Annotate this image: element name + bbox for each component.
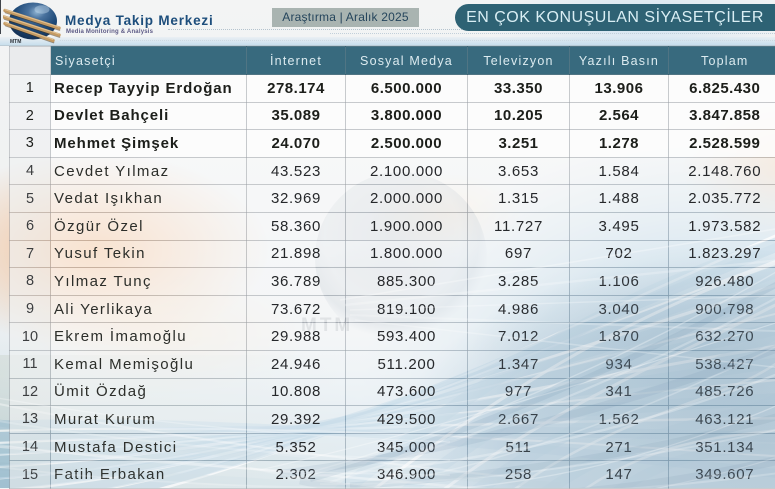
svg-text:MTM: MTM xyxy=(10,39,21,45)
